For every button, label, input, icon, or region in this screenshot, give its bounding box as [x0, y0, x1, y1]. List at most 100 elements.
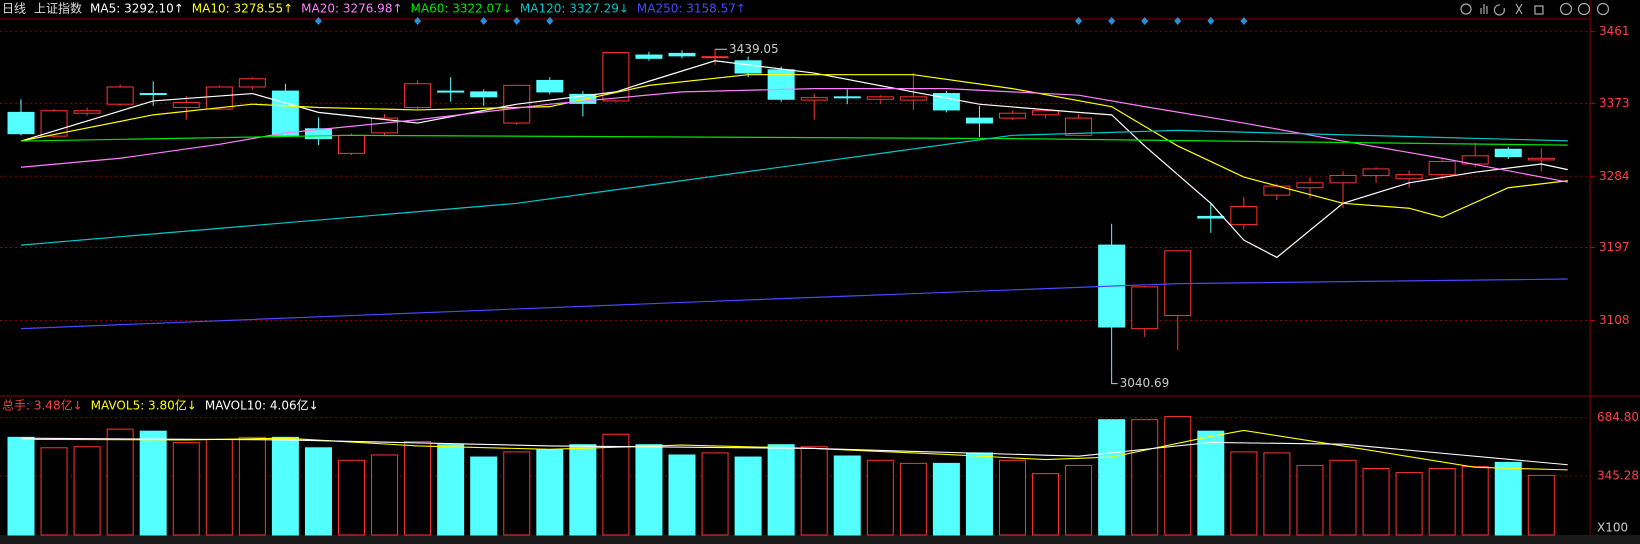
- mavol-line: [20, 437, 1568, 466]
- candle-body: [437, 90, 465, 93]
- volume-bar: [833, 455, 861, 536]
- volume-bar: [139, 430, 167, 536]
- volume-bar: [371, 454, 399, 536]
- event-marker: [1240, 17, 1248, 25]
- y-tick-label: 3108: [1599, 313, 1630, 327]
- high-annotation: 3439.05: [729, 42, 779, 56]
- volume-bar: [172, 442, 200, 536]
- volume-bar: [899, 462, 927, 536]
- y-tick-label: 3461: [1599, 24, 1630, 38]
- volume-bar: [1065, 464, 1093, 536]
- ma-line: [20, 134, 1568, 146]
- candle-body: [304, 128, 332, 140]
- y-tick-label: 3284: [1599, 169, 1630, 183]
- ma-line: [20, 129, 1568, 246]
- candle-body: [1362, 168, 1390, 176]
- volume-bar: [238, 436, 266, 536]
- event-marker: [480, 17, 488, 25]
- candle-body: [569, 93, 597, 104]
- candle-body: [734, 60, 762, 74]
- volume-bar: [668, 454, 696, 536]
- ma-line: [20, 278, 1568, 330]
- annotation-leader: [1111, 375, 1118, 385]
- volume-bar: [503, 451, 531, 536]
- legend-label: MA10: 3278.55↑: [192, 2, 293, 16]
- volume-legend: MAVOL10: 4.06亿↓: [205, 398, 319, 413]
- volume-bar: [1032, 473, 1060, 536]
- legend-label: MA20: 3276.98↑: [301, 2, 402, 16]
- candle-body: [404, 83, 432, 108]
- unit-label: X100: [1597, 521, 1628, 535]
- volume-bar: [701, 452, 729, 536]
- candle-body: [899, 96, 927, 101]
- volume-bar: [205, 438, 233, 536]
- event-marker: [546, 17, 554, 25]
- candle-body: [602, 52, 630, 102]
- event-marker: [1174, 17, 1182, 25]
- candle-body: [1197, 215, 1225, 219]
- candle-body: [999, 112, 1026, 119]
- candle-body: [1494, 148, 1522, 158]
- volume-bar: [40, 447, 68, 536]
- volume-bar: [1131, 419, 1159, 536]
- legend-label: 日线: [2, 2, 26, 16]
- legend-label: MA120: 3327.29↓: [520, 2, 629, 16]
- event-marker: [314, 17, 322, 25]
- candle-body: [1263, 185, 1291, 196]
- icon-close[interactable]: [1596, 2, 1610, 16]
- volume-bar: [1461, 465, 1489, 536]
- candle-body: [932, 93, 960, 111]
- volume-legend: MAVOL5: 3.80亿↓: [91, 398, 197, 413]
- candle-body: [1230, 206, 1258, 226]
- low-annotation: 3040.69: [1120, 376, 1170, 390]
- volume-bar: [1263, 452, 1291, 536]
- event-marker: [513, 17, 521, 25]
- candle-body: [205, 86, 233, 110]
- icon-undo[interactable]: [1493, 4, 1505, 16]
- volume-bar: [1164, 416, 1192, 536]
- candle-body: [73, 110, 101, 114]
- volume-bar: [437, 444, 465, 536]
- toolbar: [1460, 2, 1610, 16]
- icon-cut[interactable]: [1515, 3, 1523, 15]
- candle-body: [238, 78, 266, 88]
- candle-body: [1527, 157, 1555, 161]
- volume-bar: [1527, 474, 1555, 536]
- volume-bar: [1362, 468, 1390, 536]
- icon-lock[interactable]: [1534, 5, 1544, 15]
- candle-body: [106, 86, 134, 105]
- candle-body: [1329, 174, 1357, 184]
- volume-bar: [1395, 472, 1423, 536]
- event-marker: [1108, 17, 1116, 25]
- ma-line: [20, 60, 1568, 259]
- candle-body: [965, 117, 993, 124]
- icon-zoom-in[interactable]: [1559, 2, 1573, 16]
- y-tick-label: 345.28: [1597, 468, 1639, 482]
- candle-body: [271, 90, 299, 136]
- candle-body: [1428, 161, 1456, 176]
- icon-zoom-out[interactable]: [1577, 2, 1591, 16]
- volume-bar: [73, 446, 101, 536]
- volume-bar: [999, 459, 1026, 536]
- legend-label: 上证指数: [34, 1, 82, 16]
- candle-body: [701, 56, 729, 59]
- volume-bar: [602, 433, 630, 536]
- volume-bar: [106, 428, 134, 536]
- icon-hand[interactable]: [1480, 4, 1488, 14]
- volume-bar: [304, 447, 332, 536]
- candle-body: [866, 96, 894, 100]
- volume-bar: [932, 462, 960, 536]
- candle-body: [40, 110, 68, 137]
- ma-line: [20, 88, 1568, 183]
- candle-body: [172, 102, 200, 108]
- y-tick-label: 3373: [1599, 96, 1630, 110]
- ma-line: [20, 74, 1568, 218]
- icon-view[interactable]: [1460, 3, 1472, 15]
- volume-bar: [569, 444, 597, 536]
- event-marker: [414, 17, 422, 25]
- volume-bar: [1494, 461, 1522, 536]
- volume-bar: [734, 456, 762, 536]
- event-marker: [1075, 17, 1083, 25]
- volume-bar: [800, 446, 828, 536]
- candle-body: [1131, 286, 1159, 330]
